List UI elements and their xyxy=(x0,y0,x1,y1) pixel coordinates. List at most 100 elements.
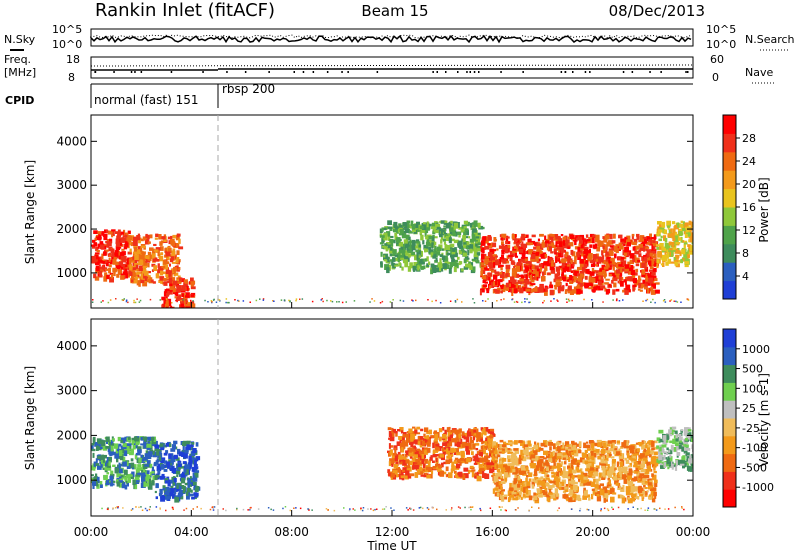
echo-cell xyxy=(480,438,483,442)
echo-cell xyxy=(525,279,530,285)
echo-cell xyxy=(408,428,413,434)
echo-cell xyxy=(554,452,559,458)
echo-cell xyxy=(541,490,546,494)
echo-cell xyxy=(654,494,657,499)
echo-cell xyxy=(640,487,644,491)
echo-cell xyxy=(633,476,638,482)
echo-cell xyxy=(595,270,600,274)
echo-cell xyxy=(386,267,390,274)
echo-cell xyxy=(553,462,556,467)
echo-cell xyxy=(684,240,688,243)
echo-cell xyxy=(522,449,526,454)
echo-cell xyxy=(488,243,493,249)
echo-cell xyxy=(653,470,657,474)
echo-cell xyxy=(554,488,559,494)
echo-cell xyxy=(124,436,128,442)
echo-cell xyxy=(463,244,467,248)
echo-cell xyxy=(190,282,194,287)
echo-cell xyxy=(639,454,643,459)
echo-cell xyxy=(133,280,138,284)
echo-cell xyxy=(656,437,661,441)
echo-cell xyxy=(586,467,590,471)
echo-cell xyxy=(582,238,585,244)
echo-cell xyxy=(547,272,551,276)
echo-cell xyxy=(491,433,496,437)
echo-cell xyxy=(515,481,518,487)
echo-cell xyxy=(180,297,184,304)
echo-cell xyxy=(519,287,524,294)
echo-cell xyxy=(675,248,678,254)
echo-cell xyxy=(419,449,422,454)
echo-cell xyxy=(180,299,182,302)
echo-cell xyxy=(450,255,455,260)
echo-cell xyxy=(482,253,487,260)
echo-cell xyxy=(393,221,398,228)
echo-cell xyxy=(556,247,560,250)
echo-cell xyxy=(140,246,143,252)
echo-cell xyxy=(394,235,398,241)
echo-cell xyxy=(668,247,673,254)
echo-cell xyxy=(450,220,453,224)
echo-cell xyxy=(550,492,556,499)
echo-cell xyxy=(465,263,469,269)
echo-cell xyxy=(301,298,304,300)
echo-cell xyxy=(455,437,459,440)
echo-cell xyxy=(467,249,470,256)
echo-cell xyxy=(624,457,627,461)
echo-cell xyxy=(552,443,556,450)
echo-cell xyxy=(157,469,161,475)
echo-cell xyxy=(622,299,624,301)
echo-cell xyxy=(649,252,653,257)
echo-cell xyxy=(415,459,419,463)
echo-cell xyxy=(150,279,154,283)
echo-cell xyxy=(180,466,185,469)
echo-cell xyxy=(552,483,555,488)
echo-cell xyxy=(118,261,123,267)
echo-cell xyxy=(524,234,529,238)
echo-cell xyxy=(401,243,405,248)
echo-cell xyxy=(415,299,417,302)
echo-cell xyxy=(618,234,623,239)
echo-cell xyxy=(509,256,513,261)
echo-cell xyxy=(164,303,169,308)
echo-cell xyxy=(463,473,469,479)
echo-cell xyxy=(420,261,425,265)
echo-cell xyxy=(590,271,595,276)
echo-cell xyxy=(185,306,190,308)
echo-cell xyxy=(607,453,612,456)
echo-cell xyxy=(568,463,574,468)
echo-cell xyxy=(398,454,403,460)
echo-cell xyxy=(447,431,451,438)
echo-cell xyxy=(636,233,640,237)
echo-cell xyxy=(588,453,592,459)
echo-cell xyxy=(473,236,476,242)
echo-cell xyxy=(180,278,185,283)
echo-cell xyxy=(130,279,134,283)
echo-cell xyxy=(112,438,115,442)
echo-cell xyxy=(482,248,485,254)
echo-cell xyxy=(555,482,559,487)
echo-cell xyxy=(480,427,483,431)
echo-cell xyxy=(603,237,608,243)
echo-cell xyxy=(157,252,160,257)
echo-cell xyxy=(465,446,469,452)
echo-cell xyxy=(466,244,471,247)
echo-cell xyxy=(610,496,615,503)
echo-cell xyxy=(186,285,189,292)
echo-cell xyxy=(383,259,387,262)
echo-cell xyxy=(612,289,616,295)
echo-cell xyxy=(652,268,657,273)
echo-cell xyxy=(482,266,486,272)
echo-cell xyxy=(389,449,393,455)
echo-cell xyxy=(91,448,96,452)
echo-cell xyxy=(642,458,645,464)
echo-cell xyxy=(479,468,482,475)
echo-cell xyxy=(463,267,469,270)
echo-cell xyxy=(493,261,496,268)
echo-cell xyxy=(540,480,546,486)
echo-cell xyxy=(173,251,176,257)
echo-cell xyxy=(590,461,595,468)
echo-cell xyxy=(685,232,691,237)
echo-cell xyxy=(501,259,506,263)
echo-cell xyxy=(520,496,523,500)
